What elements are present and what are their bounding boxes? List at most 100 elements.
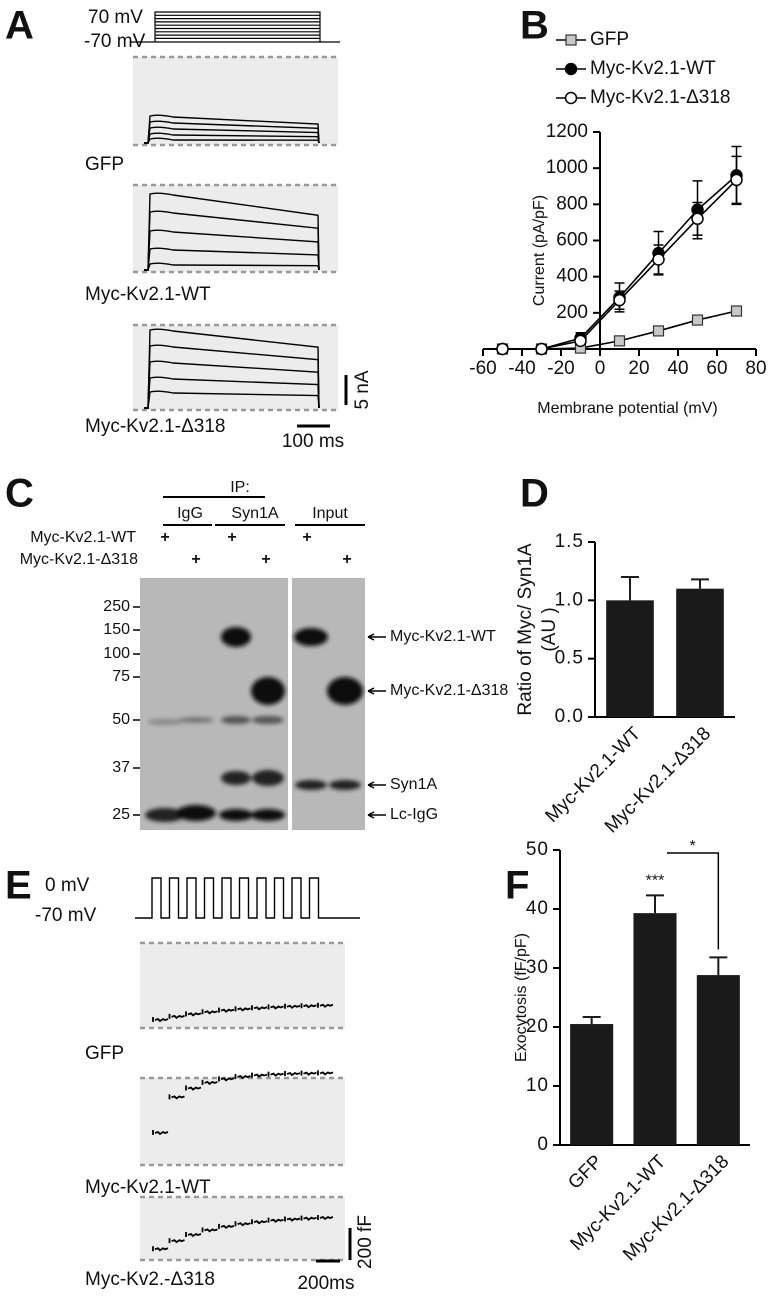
marker xyxy=(535,342,548,356)
capacitance-trace xyxy=(201,1079,218,1086)
capacitance-trace xyxy=(234,1074,251,1080)
capacitance-trace xyxy=(251,1005,268,1011)
plus-mark: + xyxy=(227,529,236,546)
x-tick-label: 60 xyxy=(706,358,727,379)
capacitance-trace xyxy=(201,1009,218,1015)
protocol-label: 70 mV xyxy=(88,7,143,28)
y-axis-label: Ratio of Myc/ Syn1A xyxy=(515,543,536,715)
mw-label: 250 xyxy=(103,598,130,615)
legend-marker xyxy=(564,62,578,76)
y-tick-label: 0.0 xyxy=(555,706,584,727)
band xyxy=(176,805,216,821)
error-bar xyxy=(621,576,639,601)
band xyxy=(178,717,214,723)
capacitance-trace xyxy=(168,1094,185,1100)
y-tick-label: 50 xyxy=(526,839,549,860)
x-tick-label: -60 xyxy=(469,358,496,379)
band xyxy=(251,809,285,821)
x-tick-label: 80 xyxy=(745,358,766,379)
y-tick-label: 0.5 xyxy=(555,648,584,669)
y-tick-label: 10 xyxy=(526,1075,549,1096)
capacitance-trace xyxy=(185,1011,202,1017)
lane-group-label: IgG xyxy=(177,505,203,522)
y-tick-label: 20 xyxy=(526,1016,549,1037)
panel-label: C xyxy=(5,472,34,516)
band-label: Myc-Kv2.1-Δ318 xyxy=(390,682,508,699)
band-arrow xyxy=(367,811,386,819)
capacitance-trace xyxy=(152,1246,169,1252)
capacitance-trace xyxy=(234,1221,251,1227)
y-tick-label: 400 xyxy=(556,266,588,287)
capacitance-trace xyxy=(218,1007,235,1013)
bar xyxy=(696,975,740,1145)
capacitance-trace xyxy=(267,1217,284,1223)
band-arrow xyxy=(367,687,386,695)
band-label: Lc-IgG xyxy=(390,806,438,823)
x-tick-label: 0 xyxy=(595,358,606,379)
lane-group-label: Syn1A xyxy=(231,505,278,522)
error-bar xyxy=(646,894,664,914)
capacitance-trace xyxy=(284,1216,301,1222)
current-trace xyxy=(144,229,320,271)
capacitance-trace xyxy=(267,1004,284,1010)
y-tick-label: 40 xyxy=(526,898,549,919)
current-trace xyxy=(144,210,320,271)
protocol-label: 0 mV xyxy=(45,875,90,896)
capacitance-trace xyxy=(168,1013,185,1020)
trace-label: GFP xyxy=(85,1043,124,1064)
trace-box xyxy=(133,185,338,272)
band xyxy=(252,716,284,724)
panel-label: A xyxy=(5,4,34,48)
band-label: Syn1A xyxy=(390,776,437,793)
mw-label: 100 xyxy=(103,645,130,662)
current-trace xyxy=(144,192,320,271)
marker xyxy=(730,173,743,187)
mw-label: 37 xyxy=(112,759,130,776)
current-trace xyxy=(144,132,320,144)
y-axis-label: (AU ) xyxy=(539,607,560,651)
mw-label: 25 xyxy=(112,806,130,823)
capacitance-trace xyxy=(300,1215,317,1221)
trace-label: Myc-Kv2.-Δ318 xyxy=(85,1269,215,1290)
mw-label: 75 xyxy=(112,668,130,685)
current-trace xyxy=(144,137,320,144)
y-tick-label: 200 xyxy=(556,302,588,323)
x-tick-label: 40 xyxy=(667,358,688,379)
x-tick-label: -20 xyxy=(547,358,574,379)
capacitance-trace xyxy=(152,1017,169,1023)
marker xyxy=(652,253,665,266)
y-tick-label: 0 xyxy=(537,1134,549,1155)
marker xyxy=(691,314,704,326)
legend-marker xyxy=(565,34,577,46)
current-trace xyxy=(144,328,320,409)
annotation: * xyxy=(690,838,696,855)
scale-label: 5 nA xyxy=(352,370,373,409)
y-tick-label: 600 xyxy=(556,230,588,251)
bar xyxy=(570,1024,614,1145)
error-bar xyxy=(709,956,728,976)
bar xyxy=(606,600,654,717)
panel-label: F xyxy=(505,864,529,908)
blot-input xyxy=(292,578,365,830)
plus-mark: + xyxy=(302,529,311,546)
band xyxy=(219,809,253,821)
plus-mark: + xyxy=(191,551,200,568)
current-trace xyxy=(144,247,320,271)
y-axis-label: Exocytosis (fF/pF) xyxy=(513,933,530,1062)
trace-box xyxy=(140,1197,345,1260)
y-tick-label: 800 xyxy=(556,193,588,214)
legend-label: GFP xyxy=(590,29,629,50)
plus-mark: + xyxy=(160,529,169,546)
error-bar xyxy=(582,1015,601,1025)
x-axis-label: Membrane potential (mV) xyxy=(537,400,718,417)
capacitance-trace xyxy=(300,1003,317,1009)
error-bar xyxy=(691,578,709,589)
band xyxy=(251,677,285,705)
capacitance-trace xyxy=(218,1223,235,1230)
x-tick-label: -40 xyxy=(508,358,535,379)
current-trace xyxy=(144,262,320,271)
panel-label: D xyxy=(520,472,549,516)
x-tick-label: 20 xyxy=(628,358,649,379)
